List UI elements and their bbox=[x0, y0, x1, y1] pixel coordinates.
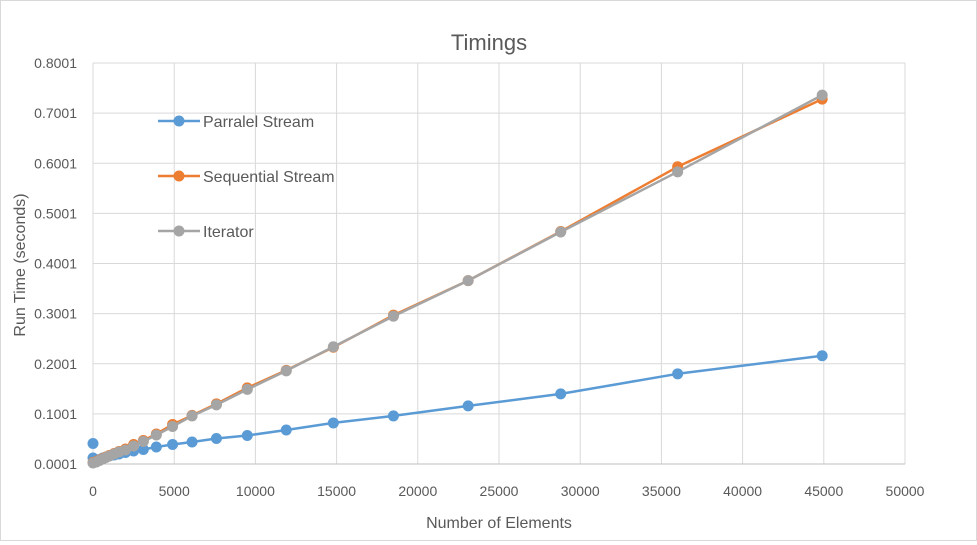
data-point bbox=[816, 350, 828, 362]
series-line bbox=[92, 354, 823, 462]
series-2 bbox=[87, 89, 828, 469]
x-axis-label: Number of Elements bbox=[426, 515, 572, 532]
data-point bbox=[210, 399, 222, 411]
data-point bbox=[241, 383, 253, 395]
x-tick-label: 35000 bbox=[642, 483, 681, 499]
data-point bbox=[816, 89, 828, 101]
data-point bbox=[137, 435, 149, 447]
data-point bbox=[672, 368, 684, 380]
data-point bbox=[555, 226, 567, 238]
y-tick-label: 0.5001 bbox=[34, 205, 77, 221]
data-point bbox=[186, 436, 198, 448]
legend-item: Sequential Stream bbox=[158, 169, 335, 186]
x-tick-label: 15000 bbox=[317, 483, 356, 499]
y-axis-label: Run Time (seconds) bbox=[12, 193, 29, 336]
legend-label: Iterator bbox=[203, 224, 254, 241]
data-point bbox=[327, 341, 339, 353]
legend-label: Sequential Stream bbox=[203, 169, 335, 186]
data-point bbox=[167, 420, 179, 432]
x-tick-label: 30000 bbox=[561, 483, 600, 499]
series-0 bbox=[87, 350, 828, 467]
x-tick-label: 40000 bbox=[723, 483, 762, 499]
x-tick-label: 50000 bbox=[886, 483, 925, 499]
data-point bbox=[387, 310, 399, 322]
data-point bbox=[327, 417, 339, 429]
data-point bbox=[137, 444, 149, 456]
x-tick-label: 0 bbox=[89, 483, 97, 499]
data-point bbox=[462, 400, 474, 412]
data-point bbox=[210, 432, 222, 444]
legend-swatch-marker bbox=[173, 225, 185, 237]
legend-item: Parralel Stream bbox=[158, 114, 314, 131]
y-tick-label: 0.8001 bbox=[34, 55, 77, 71]
axes: 0.0001 0.1001 0.2001 0.3001 0.4001 0.5001 0.60… bbox=[34, 55, 925, 499]
data-point bbox=[128, 440, 140, 452]
data-point bbox=[87, 437, 99, 449]
data-point bbox=[462, 275, 474, 287]
y-tick-label: 0.6001 bbox=[34, 155, 77, 171]
data-point bbox=[150, 441, 162, 453]
data-point bbox=[119, 444, 131, 456]
legend-label: Parralel Stream bbox=[203, 114, 314, 131]
y-tick-label: 0.1001 bbox=[34, 406, 77, 422]
y-tick-label: 0.0001 bbox=[34, 456, 77, 472]
chart-title: Timings bbox=[451, 30, 527, 55]
legend-swatch-marker bbox=[173, 170, 185, 182]
data-point bbox=[150, 429, 162, 441]
data-point bbox=[387, 410, 399, 422]
y-tick-label: 0.3001 bbox=[34, 306, 77, 322]
x-tick-label: 45000 bbox=[804, 483, 843, 499]
y-tick-label: 0.2001 bbox=[34, 356, 77, 372]
data-point bbox=[241, 429, 253, 441]
x-tick-label: 10000 bbox=[236, 483, 275, 499]
x-tick-label: 5000 bbox=[159, 483, 190, 499]
data-point bbox=[167, 439, 179, 451]
data-point bbox=[555, 388, 567, 400]
x-tick-label: 20000 bbox=[398, 483, 437, 499]
legend-swatch-marker bbox=[173, 115, 185, 127]
data-point bbox=[672, 166, 684, 178]
series-group bbox=[87, 89, 828, 469]
data-point bbox=[186, 410, 198, 422]
y-tick-label: 0.7001 bbox=[34, 105, 77, 121]
data-point bbox=[280, 424, 292, 436]
data-point bbox=[280, 365, 292, 377]
legend-item: Iterator bbox=[158, 224, 254, 241]
y-tick-label: 0.4001 bbox=[34, 256, 77, 272]
legend: Parralel Stream Sequential Stream Iterator bbox=[158, 114, 335, 241]
x-tick-label: 25000 bbox=[480, 483, 519, 499]
